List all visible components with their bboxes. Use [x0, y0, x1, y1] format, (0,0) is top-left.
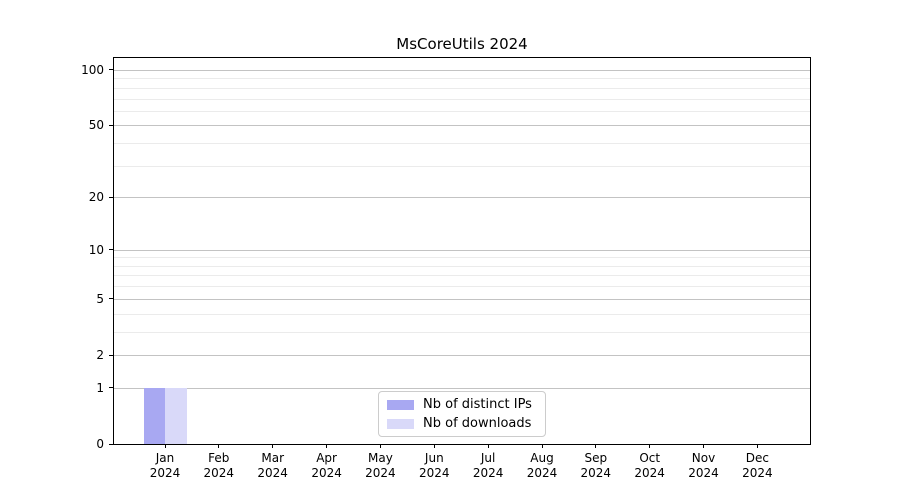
minor-gridline	[114, 87, 810, 89]
x-tick-label-jan: Jan 2024	[135, 451, 195, 481]
major-gridline	[114, 69, 810, 71]
x-tick-month: Aug	[530, 451, 554, 465]
x-tick-year: 2024	[742, 466, 773, 480]
y-tick-label: 50	[88, 118, 104, 133]
legend-label-distinct-ips: Nb of distinct IPs	[423, 397, 532, 412]
x-tick-month: Dec	[745, 451, 769, 465]
x-tick-month: Jun	[424, 451, 444, 465]
x-tick-label-dec: Dec 2024	[727, 451, 787, 481]
x-tick-month: Jan	[155, 451, 175, 465]
x-tick-label-nov: Nov 2024	[674, 451, 734, 481]
x-tick-year: 2024	[688, 466, 719, 480]
x-tick-year: 2024	[419, 466, 450, 480]
minor-gridline	[114, 257, 810, 259]
minor-gridline	[114, 265, 810, 267]
major-gridline	[114, 387, 810, 389]
x-tick-label-apr: Apr 2024	[297, 451, 357, 481]
x-tick-year: 2024	[580, 466, 612, 480]
x-tick-label-mar: Mar 2024	[243, 451, 303, 481]
x-tick-year: 2024	[634, 466, 665, 480]
legend-swatch-downloads-icon	[387, 418, 414, 429]
x-tick-label-jul: Jul 2024	[458, 451, 518, 481]
legend: Nb of distinct IPs Nb of downloads	[378, 391, 546, 437]
minor-gridline	[114, 275, 810, 277]
legend-swatch-distinct-ips-icon	[387, 399, 414, 410]
major-gridline	[114, 125, 810, 127]
x-tick-year: 2024	[472, 466, 504, 480]
minor-gridline	[114, 331, 810, 333]
y-tick-label: 10	[88, 242, 104, 257]
minor-gridline	[114, 286, 810, 288]
chart-title: MsCoreUtils 2024	[396, 35, 528, 53]
bar-nb-of-distinct-ips	[143, 387, 165, 444]
x-tick-year: 2024	[311, 466, 342, 480]
x-tick-label-jun: Jun 2024	[404, 451, 464, 481]
x-tick-month: Oct	[639, 451, 661, 465]
major-gridline	[114, 298, 810, 300]
major-gridline	[114, 249, 810, 251]
x-tick-year: 2024	[203, 466, 235, 480]
minor-gridline	[114, 313, 810, 315]
minor-gridline	[114, 165, 810, 167]
x-tick-year: 2024	[526, 466, 558, 480]
x-tick-label-aug: Aug 2024	[512, 451, 572, 481]
x-tick-month: Sep	[584, 451, 608, 465]
x-tick-year: 2024	[149, 466, 181, 480]
x-tick-label-oct: Oct 2024	[620, 451, 680, 481]
legend-label-downloads: Nb of downloads	[423, 416, 532, 431]
x-tick-label-sep: Sep 2024	[566, 451, 626, 481]
minor-gridline	[114, 98, 810, 100]
y-tick-label: 1	[96, 380, 104, 395]
minor-gridline	[114, 110, 810, 112]
y-tick-label: 2	[96, 348, 104, 362]
x-tick-month: Feb	[208, 451, 230, 465]
x-tick-label-feb: Feb 2024	[189, 451, 249, 481]
x-tick-label-may: May 2024	[350, 451, 410, 481]
legend-entry-downloads: Nb of downloads	[387, 416, 532, 431]
x-tick-year: 2024	[365, 466, 396, 480]
y-tick-label: 20	[88, 190, 104, 205]
x-tick-month: May	[367, 451, 393, 465]
minor-gridline	[114, 78, 810, 80]
y-tick-label: 100	[81, 62, 104, 77]
x-tick-year: 2024	[257, 466, 288, 480]
x-tick-month: Nov	[691, 451, 716, 465]
bar-nb-of-downloads	[165, 387, 187, 444]
plot-area: Nb of distinct IPs Nb of downloads	[113, 57, 811, 445]
y-tick-label: 5	[96, 291, 104, 306]
y-tick-label: 0	[96, 437, 104, 451]
x-tick-month: Mar	[261, 451, 284, 465]
x-tick-month: Apr	[316, 451, 337, 465]
major-gridline	[114, 197, 810, 199]
minor-gridline	[114, 143, 810, 144]
major-gridline	[114, 355, 810, 356]
legend-entry-distinct-ips: Nb of distinct IPs	[387, 397, 532, 412]
x-tick-month: Jul	[480, 451, 496, 465]
